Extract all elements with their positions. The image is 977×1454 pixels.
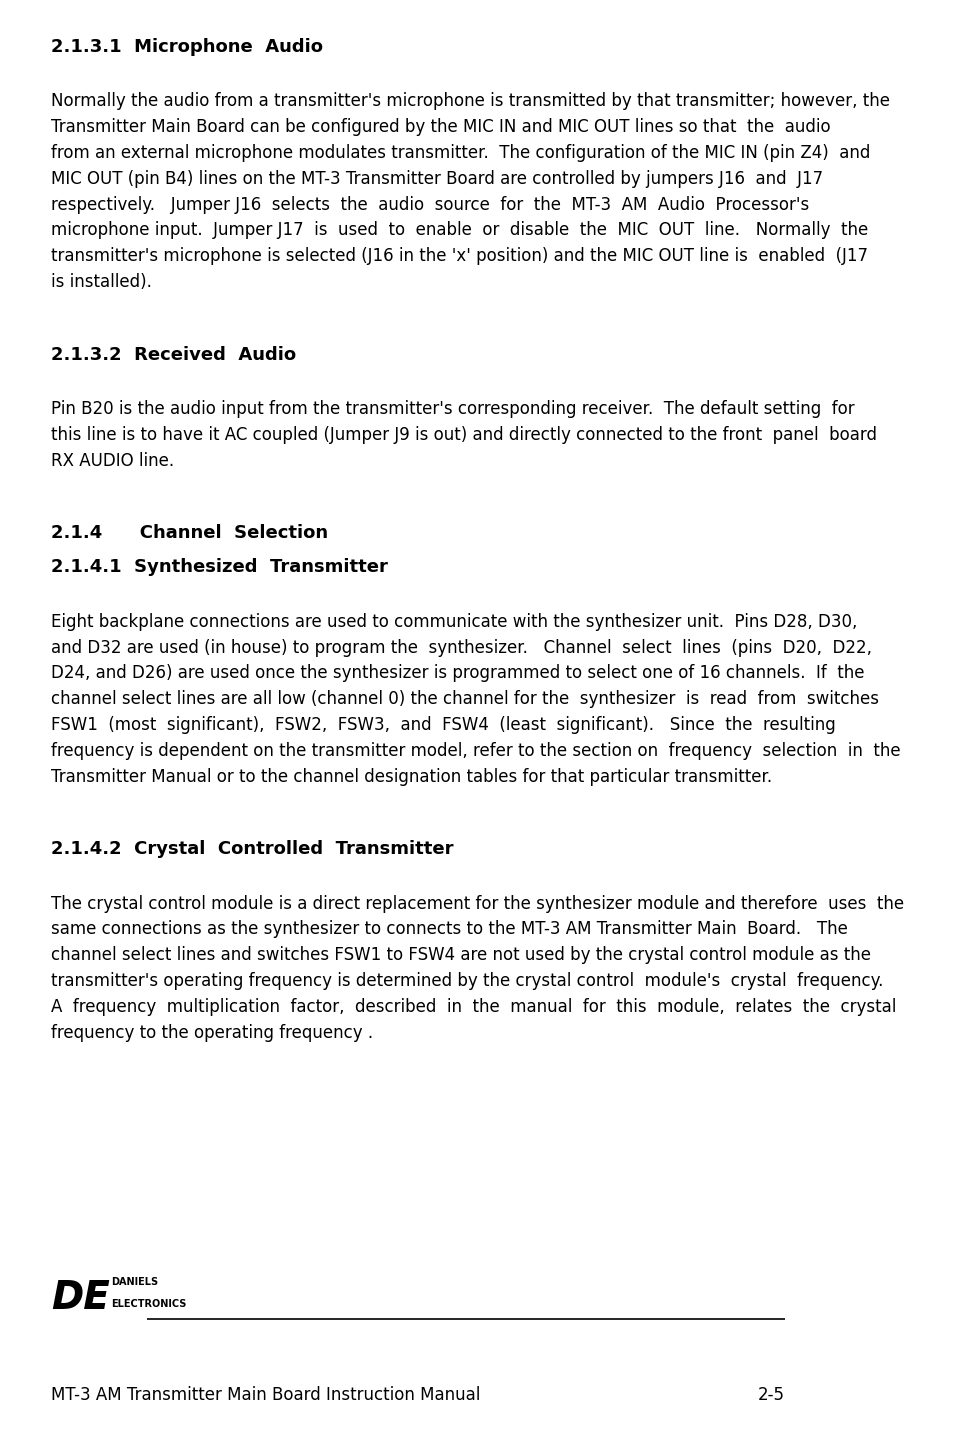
Text: transmitter's operating frequency is determined by the crystal control  module's: transmitter's operating frequency is det… <box>51 973 883 990</box>
Text: 2.1.4.2  Crystal  Controlled  Transmitter: 2.1.4.2 Crystal Controlled Transmitter <box>51 840 453 858</box>
Text: RX AUDIO line.: RX AUDIO line. <box>51 452 174 470</box>
Text: frequency to the operating frequency .: frequency to the operating frequency . <box>51 1024 373 1041</box>
Text: A  frequency  multiplication  factor,  described  in  the  manual  for  this  mo: A frequency multiplication factor, descr… <box>51 997 896 1016</box>
Text: FSW1  (most  significant),  FSW2,  FSW3,  and  FSW4  (least  significant).   Sin: FSW1 (most significant), FSW2, FSW3, and… <box>51 715 835 734</box>
Text: is installed).: is installed). <box>51 273 152 291</box>
Text: Eight backplane connections are used to communicate with the synthesizer unit.  : Eight backplane connections are used to … <box>51 612 857 631</box>
Text: this line is to have it AC coupled (Jumper J9 is out) and directly connected to : this line is to have it AC coupled (Jump… <box>51 426 876 443</box>
Text: respectively.   Jumper J16  selects  the  audio  source  for  the  MT-3  AM  Aud: respectively. Jumper J16 selects the aud… <box>51 196 809 214</box>
Text: microphone input.  Jumper J17  is  used  to  enable  or  disable  the  MIC  OUT : microphone input. Jumper J17 is used to … <box>51 221 868 240</box>
Text: and D32 are used (in house) to program the  synthesizer.   Channel  select  line: and D32 are used (in house) to program t… <box>51 638 871 657</box>
Text: same connections as the synthesizer to connects to the MT-3 AM Transmitter Main : same connections as the synthesizer to c… <box>51 920 847 938</box>
Text: Transmitter Main Board can be configured by the MIC IN and MIC OUT lines so that: Transmitter Main Board can be configured… <box>51 118 830 137</box>
Text: 2.1.4.1  Synthesized  Transmitter: 2.1.4.1 Synthesized Transmitter <box>51 558 388 576</box>
Text: Normally the audio from a transmitter's microphone is transmitted by that transm: Normally the audio from a transmitter's … <box>51 92 889 111</box>
Text: MIC OUT (pin B4) lines on the MT-3 Transmitter Board are controlled by jumpers J: MIC OUT (pin B4) lines on the MT-3 Trans… <box>51 170 823 188</box>
Text: DE: DE <box>51 1280 110 1317</box>
Text: D24, and D26) are used once the synthesizer is programmed to select one of 16 ch: D24, and D26) are used once the synthesi… <box>51 664 864 682</box>
Text: Pin B20 is the audio input from the transmitter's corresponding receiver.  The d: Pin B20 is the audio input from the tran… <box>51 400 854 417</box>
Text: channel select lines are all low (channel 0) the channel for the  synthesizer  i: channel select lines are all low (channe… <box>51 691 878 708</box>
Text: transmitter's microphone is selected (J16 in the 'x' position) and the MIC OUT l: transmitter's microphone is selected (J1… <box>51 247 868 265</box>
Text: 2.1.3.2  Received  Audio: 2.1.3.2 Received Audio <box>51 346 296 364</box>
Text: 2.1.3.1  Microphone  Audio: 2.1.3.1 Microphone Audio <box>51 38 323 57</box>
Text: 2.1.4      Channel  Selection: 2.1.4 Channel Selection <box>51 523 328 542</box>
Text: DANIELS: DANIELS <box>111 1277 158 1287</box>
Text: from an external microphone modulates transmitter.  The configuration of the MIC: from an external microphone modulates tr… <box>51 144 870 161</box>
Text: 2-5: 2-5 <box>757 1386 785 1403</box>
Text: channel select lines and switches FSW1 to FSW4 are not used by the crystal contr: channel select lines and switches FSW1 t… <box>51 947 871 964</box>
Text: The crystal control module is a direct replacement for the synthesizer module an: The crystal control module is a direct r… <box>51 894 904 913</box>
Text: ELECTRONICS: ELECTRONICS <box>111 1298 187 1309</box>
Text: frequency is dependent on the transmitter model, refer to the section on  freque: frequency is dependent on the transmitte… <box>51 742 900 760</box>
Text: MT-3 AM Transmitter Main Board Instruction Manual: MT-3 AM Transmitter Main Board Instructi… <box>51 1386 480 1403</box>
Text: Transmitter Manual or to the channel designation tables for that particular tran: Transmitter Manual or to the channel des… <box>51 768 772 785</box>
